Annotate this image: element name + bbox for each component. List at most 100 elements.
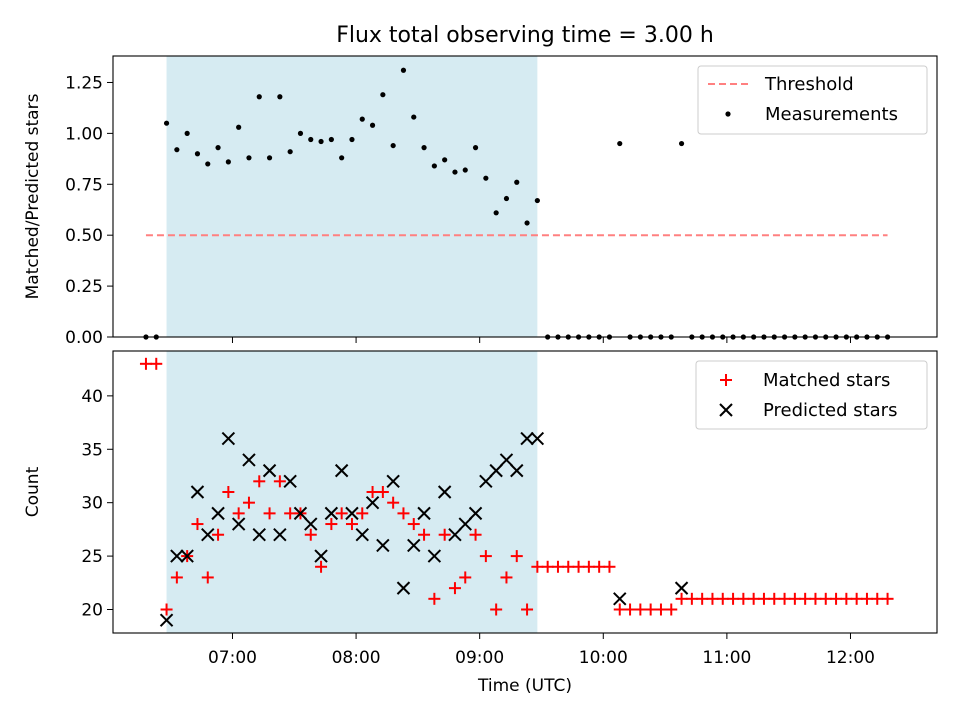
matched-star-point [747, 592, 760, 605]
matched-star-point [335, 507, 348, 520]
predicted-star-point [407, 538, 421, 553]
count-legend: Matched stars Predicted stars [695, 360, 928, 430]
measurement-point [493, 210, 499, 216]
ratio-y-axis-label: Matched/Predicted stars [23, 93, 43, 299]
predicted-star-point [159, 613, 174, 627]
measurement-point [359, 116, 365, 122]
predicted-star-point [613, 592, 627, 606]
predicted-star-point [674, 581, 689, 595]
measurement-point [174, 147, 180, 153]
predicted-star-point [211, 506, 225, 521]
predicted-star-point [273, 528, 287, 542]
x-tick-label: 07:00 [208, 648, 257, 668]
predicted-star-point [417, 506, 431, 521]
predicted-star-point [324, 506, 339, 521]
ratio-y-ticks: 0.00 0.25 0.50 0.75 1.00 1.25 [65, 73, 113, 348]
matched-star-point [428, 592, 441, 605]
measurement-point [287, 149, 293, 155]
matched-star-point [644, 603, 657, 616]
matched-star-point [356, 507, 369, 520]
matched-star-point [232, 507, 245, 520]
measurement-point [246, 155, 252, 161]
measurement-points [143, 67, 891, 340]
predicted-star-point [180, 549, 194, 563]
matched-star-point [768, 592, 781, 605]
legend-measurement-label: Measurements [765, 104, 898, 125]
x-tick-label: 09:00 [455, 648, 504, 668]
predicted-star-point [458, 517, 472, 531]
matched-star-point [242, 496, 255, 509]
x-axis-label: Time (UTC) [477, 676, 572, 696]
matched-star-point [448, 582, 461, 595]
matched-star-point [531, 560, 544, 573]
matched-star-point [418, 528, 431, 541]
predicted-star-point [231, 517, 246, 531]
figure-title: Flux total observing time = 3.00 h [336, 23, 714, 48]
matched-star-point [716, 592, 729, 605]
predicted-star-point [334, 463, 349, 478]
y-tick-label: 0.75 [65, 175, 103, 195]
legend-measurement-swatch [725, 111, 731, 117]
y-tick-label: 0.50 [65, 226, 103, 246]
matched-star-point [284, 507, 297, 520]
y-tick-label: 0.25 [65, 277, 103, 297]
measurement-point [400, 67, 407, 73]
matched-star-point [860, 592, 873, 605]
matched-star-point [881, 592, 894, 605]
matched-star-point [675, 592, 688, 605]
y-tick-label: 20 [81, 601, 103, 621]
matched-star-point [438, 528, 451, 541]
measurement-point [194, 151, 201, 157]
x-tick-label: 12:00 [826, 648, 875, 668]
y-tick-label: 40 [81, 387, 103, 407]
matched-star-point [500, 571, 513, 584]
measurement-point [318, 138, 324, 145]
predicted-star-point [520, 431, 534, 446]
predicted-star-point [355, 528, 369, 542]
measurement-point [184, 130, 190, 136]
matched-star-point [603, 560, 616, 573]
matched-star-point [459, 571, 472, 584]
matched-star-point [345, 518, 358, 531]
measurement-point [524, 220, 530, 226]
matched-star-point [510, 550, 523, 563]
matched-star-point [212, 528, 225, 541]
matched-star-point [170, 571, 183, 584]
measurement-point [297, 130, 304, 136]
predicted-star-point [396, 581, 411, 595]
predicted-star-point [376, 538, 390, 553]
matched-star-point [613, 603, 626, 616]
count-axes-frame [112, 350, 938, 634]
predicted-star-point [468, 506, 483, 521]
measurement-point [617, 140, 623, 147]
measurement-point [266, 155, 273, 161]
matched-star-point [191, 518, 204, 531]
matched-star-point [160, 603, 173, 616]
x-tick-label: 08:00 [332, 648, 381, 668]
matched-star-point [706, 592, 719, 605]
matched-star-point [222, 486, 235, 498]
matched-star-point [479, 550, 492, 563]
measurement-point [411, 114, 417, 120]
matched-star-point [263, 507, 276, 520]
matched-star-point [819, 592, 832, 605]
legend-threshold-label: Threshold [764, 74, 854, 95]
measurement-point [503, 195, 510, 202]
matched-star-point [541, 560, 554, 573]
measurement-point [256, 94, 262, 100]
matched-star-point [366, 486, 379, 498]
measurement-point [308, 136, 314, 143]
predicted-star-point [530, 431, 545, 446]
matched-star-point [521, 603, 534, 616]
predicted-star-point [262, 463, 277, 478]
predicted-star-point [386, 474, 400, 489]
matched-star-point [778, 592, 791, 605]
matched-star-point [799, 592, 812, 605]
y-tick-label: 30 [81, 494, 103, 514]
matched-star-point [387, 496, 400, 509]
matched-star-point [871, 592, 884, 605]
observing-window-shade [166, 56, 538, 337]
legend-predicted-label: Predicted stars [763, 400, 897, 421]
ratio-axes-frame [112, 55, 938, 338]
measurement-point [442, 157, 448, 163]
